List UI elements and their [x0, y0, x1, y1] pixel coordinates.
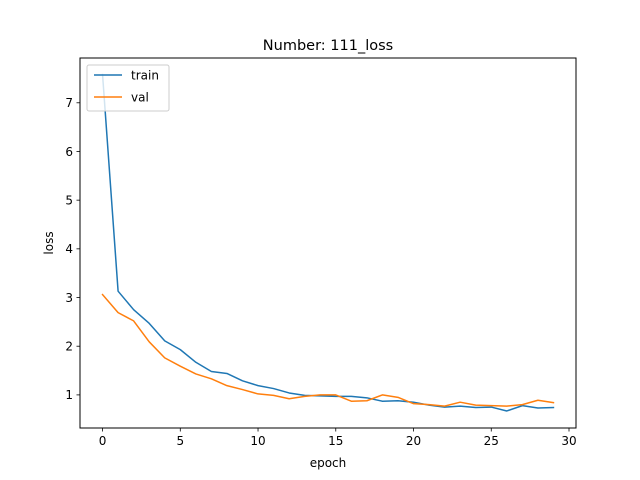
legend-label-train: train [131, 69, 159, 83]
series-line-train [101, 73, 555, 412]
legend-box [86, 64, 170, 112]
x-tick-label: 15 [328, 434, 343, 448]
legend-label-val: val [131, 91, 149, 105]
x-tick-label: 25 [484, 434, 499, 448]
y-tick-label: 6 [65, 145, 73, 159]
x-tick-label: 5 [176, 434, 184, 448]
x-tick-label: 0 [99, 434, 107, 448]
legend: train val [86, 64, 170, 112]
y-tick-label: 7 [65, 96, 73, 110]
y-tick-label: 5 [65, 193, 73, 207]
x-axis-label: epoch [310, 456, 347, 470]
series-line-val [101, 293, 555, 407]
y-axis-label: loss [42, 231, 56, 254]
plot-area [80, 58, 576, 428]
chart-title: Number: 111_loss [263, 38, 393, 54]
y-tick-label: 4 [65, 242, 73, 256]
x-tick-label: 10 [250, 434, 265, 448]
y-tick-label: 2 [65, 340, 73, 354]
x-tick-label: 20 [406, 434, 421, 448]
y-tick-label: 1 [65, 388, 73, 402]
tick-layer: 0 5 10 15 20 25 30 1 2 3 4 5 6 7 [65, 96, 576, 448]
y-tick-label: 3 [65, 291, 73, 305]
series-layer [101, 73, 555, 412]
plot-frame [79, 57, 577, 429]
x-tick-label: 30 [561, 434, 576, 448]
